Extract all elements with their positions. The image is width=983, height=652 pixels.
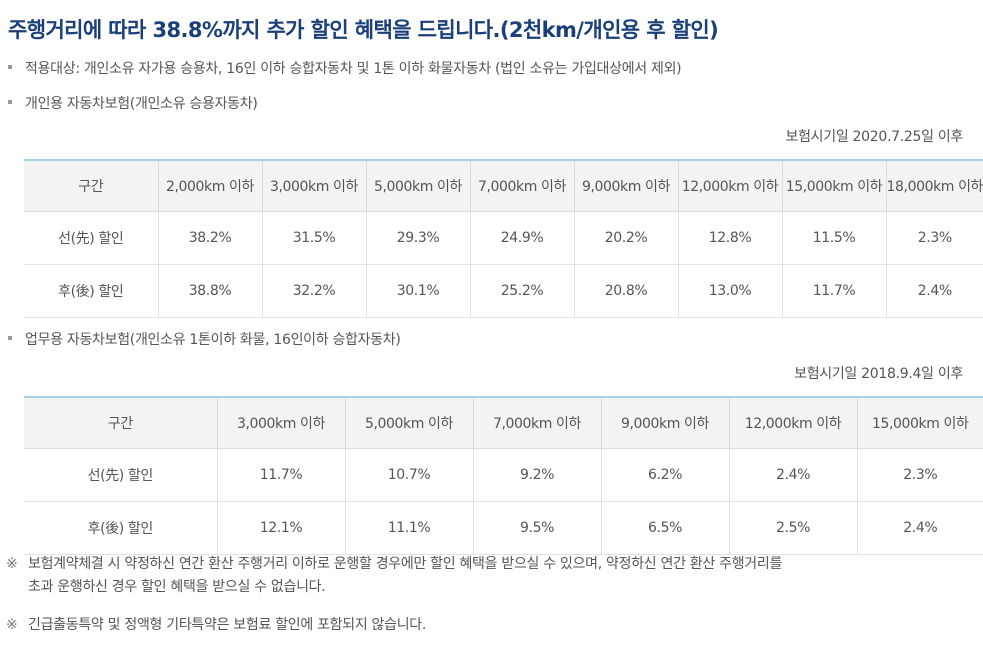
header-cell: 3,000km 이하 <box>262 159 367 212</box>
header-cell: 9,000km 이하 <box>601 396 730 449</box>
personal-heading-line: 개인용 자동차보험(개인소유 승용자동차) <box>8 93 258 113</box>
table-cell: 2.5% <box>729 501 858 555</box>
table-cell: 38.8% <box>158 264 263 318</box>
table-row: 선(先) 할인 11.7% 10.7% 9.2% 6.2% 2.4% 2.3% <box>24 448 983 502</box>
header-cell: 12,000km 이하 <box>729 396 858 449</box>
table-cell: 6.5% <box>601 501 730 555</box>
eligibility-text: 적용대상: 개인소유 자가용 승용차, 16인 이하 승합자동차 및 1톤 이하… <box>25 61 682 77</box>
table-cell: 31.5% <box>262 211 367 265</box>
row-label: 선(先) 할인 <box>24 211 159 265</box>
table-cell: 38.2% <box>158 211 263 265</box>
table-cell: 30.1% <box>366 264 471 318</box>
business-heading: 업무용 자동차보험(개인소유 1톤이하 화물, 16인이하 승합자동차) <box>25 332 401 348</box>
header-cell: 12,000km 이하 <box>678 159 783 212</box>
header-cell: 구간 <box>24 159 159 212</box>
row-label: 선(先) 할인 <box>24 448 218 502</box>
bullet-icon <box>8 65 12 69</box>
note-mileage: ※ 보험계약체결 시 약정하신 연간 환산 주행거리 이하로 운행할 경우에만 할… <box>6 553 782 599</box>
table-cell: 13.0% <box>678 264 783 318</box>
table-cell: 11.7% <box>217 448 346 502</box>
table-cell: 10.7% <box>345 448 474 502</box>
table-cell: 12.1% <box>217 501 346 555</box>
header-cell: 18,000km 이하 <box>886 159 983 212</box>
table-row: 후(後) 할인 12.1% 11.1% 9.5% 6.5% 2.5% 2.4% <box>24 501 983 555</box>
header-cell: 2,000km 이하 <box>158 159 263 212</box>
row-label: 후(後) 할인 <box>24 264 159 318</box>
table-cell: 2.4% <box>886 264 983 318</box>
table-header-row: 구간 2,000km 이하 3,000km 이하 5,000km 이하 7,00… <box>24 159 983 212</box>
table-cell: 11.5% <box>782 211 887 265</box>
table-cell: 9.5% <box>473 501 602 555</box>
table-cell: 9.2% <box>473 448 602 502</box>
table-cell: 11.7% <box>782 264 887 318</box>
reference-mark-icon: ※ <box>6 617 18 633</box>
table-cell: 2.4% <box>857 501 983 555</box>
table-cell: 24.9% <box>470 211 575 265</box>
table-cell: 11.1% <box>345 501 474 555</box>
bullet-icon <box>8 336 12 340</box>
note-special-terms: ※ 긴급출동특약 및 정액형 기타특약은 보험료 할인에 포함되지 않습니다. <box>6 614 426 637</box>
note-text: 초과 운행하신 경우 할인 혜택을 받으실 수 없습니다. <box>28 579 326 595</box>
header-cell: 9,000km 이하 <box>574 159 679 212</box>
personal-heading: 개인용 자동차보험(개인소유 승용자동차) <box>25 96 258 112</box>
header-cell: 3,000km 이하 <box>217 396 346 449</box>
page-title: 주행거리에 따라 38.8%까지 추가 할인 혜택을 드립니다.(2천km/개인… <box>8 18 719 42</box>
header-cell: 15,000km 이하 <box>857 396 983 449</box>
table-cell: 29.3% <box>366 211 471 265</box>
header-cell: 5,000km 이하 <box>366 159 471 212</box>
personal-discount-table: 구간 2,000km 이하 3,000km 이하 5,000km 이하 7,00… <box>24 159 983 318</box>
table-cell: 25.2% <box>470 264 575 318</box>
table-cell: 2.4% <box>729 448 858 502</box>
table-cell: 12.8% <box>678 211 783 265</box>
reference-mark-icon: ※ <box>6 556 18 572</box>
business-basis-date: 보험시기일 2018.9.4일 이후 <box>794 366 963 382</box>
table-header-row: 구간 3,000km 이하 5,000km 이하 7,000km 이하 9,00… <box>24 396 983 449</box>
header-cell: 5,000km 이하 <box>345 396 474 449</box>
eligibility-line: 적용대상: 개인소유 자가용 승용차, 16인 이하 승합자동차 및 1톤 이하… <box>8 58 682 78</box>
table-row: 선(先) 할인 38.2% 31.5% 29.3% 24.9% 20.2% 12… <box>24 211 983 265</box>
row-label: 후(後) 할인 <box>24 501 218 555</box>
header-cell: 7,000km 이하 <box>470 159 575 212</box>
note-text: 보험계약체결 시 약정하신 연간 환산 주행거리 이하로 운행할 경우에만 할인… <box>28 556 783 572</box>
header-cell: 7,000km 이하 <box>473 396 602 449</box>
table-cell: 20.2% <box>574 211 679 265</box>
bullet-icon <box>8 100 12 104</box>
header-cell: 15,000km 이하 <box>782 159 887 212</box>
header-cell: 구간 <box>24 396 218 449</box>
personal-basis-date: 보험시기일 2020.7.25일 이후 <box>785 129 964 145</box>
note-text: 긴급출동특약 및 정액형 기타특약은 보험료 할인에 포함되지 않습니다. <box>28 617 427 633</box>
business-discount-table: 구간 3,000km 이하 5,000km 이하 7,000km 이하 9,00… <box>24 396 983 555</box>
table-row: 후(後) 할인 38.8% 32.2% 30.1% 25.2% 20.8% 13… <box>24 264 983 318</box>
table-cell: 6.2% <box>601 448 730 502</box>
table-cell: 32.2% <box>262 264 367 318</box>
table-cell: 20.8% <box>574 264 679 318</box>
table-cell: 2.3% <box>886 211 983 265</box>
table-cell: 2.3% <box>857 448 983 502</box>
business-heading-line: 업무용 자동차보험(개인소유 1톤이하 화물, 16인이하 승합자동차) <box>8 329 401 349</box>
